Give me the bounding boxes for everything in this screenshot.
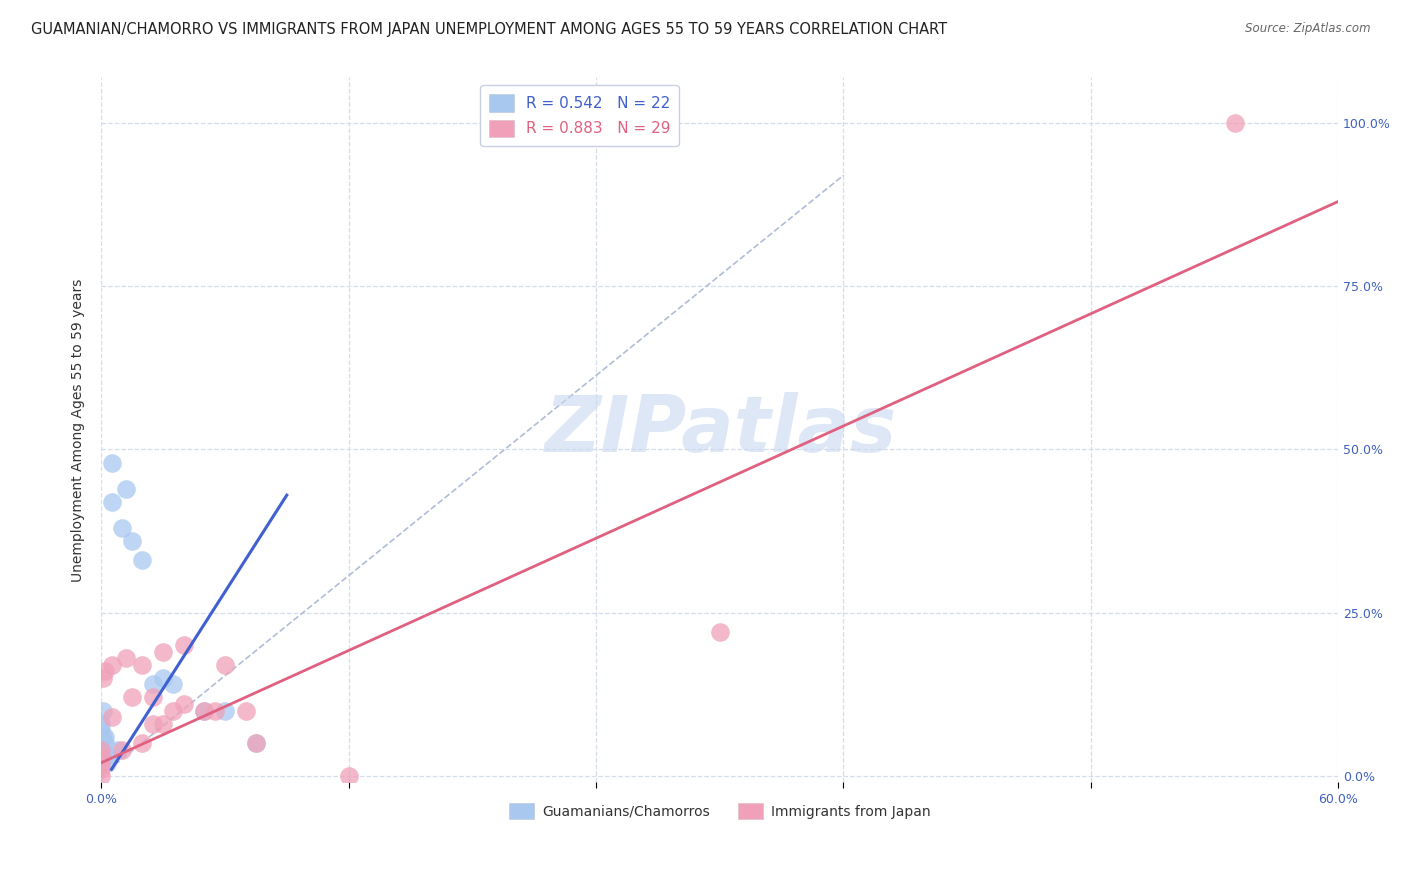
Point — [90, 756, 112, 770]
Point — [90, 723, 112, 738]
Point — [214, 657, 236, 672]
Point — [142, 716, 165, 731]
Point — [152, 671, 174, 685]
Y-axis label: Unemployment Among Ages 55 to 59 years: Unemployment Among Ages 55 to 59 years — [72, 278, 86, 582]
Text: ZIPatlas: ZIPatlas — [544, 392, 896, 468]
Point — [107, 742, 129, 756]
Point — [152, 645, 174, 659]
Point — [131, 553, 153, 567]
Point — [121, 690, 143, 705]
Point — [115, 651, 138, 665]
Point — [204, 704, 226, 718]
Point — [100, 456, 122, 470]
Point — [152, 716, 174, 731]
Point — [90, 716, 112, 731]
Point — [214, 704, 236, 718]
Point — [193, 704, 215, 718]
Point — [337, 769, 360, 783]
Text: GUAMANIAN/CHAMORRO VS IMMIGRANTS FROM JAPAN UNEMPLOYMENT AMONG AGES 55 TO 59 YEA: GUAMANIAN/CHAMORRO VS IMMIGRANTS FROM JA… — [31, 22, 948, 37]
Point — [245, 736, 267, 750]
Point — [111, 521, 134, 535]
Point — [235, 704, 257, 718]
Point — [245, 736, 267, 750]
Point — [121, 533, 143, 548]
Text: Source: ZipAtlas.com: Source: ZipAtlas.com — [1246, 22, 1371, 36]
Point — [162, 704, 184, 718]
Point — [90, 762, 112, 776]
Point — [100, 710, 122, 724]
Point — [90, 769, 112, 783]
Point — [96, 749, 118, 764]
Point — [91, 704, 114, 718]
Point — [96, 756, 118, 770]
Point — [94, 730, 117, 744]
Point — [131, 736, 153, 750]
Point — [131, 657, 153, 672]
Point — [709, 625, 731, 640]
Point — [100, 494, 122, 508]
Point — [115, 482, 138, 496]
Point — [1225, 116, 1247, 130]
Point — [94, 736, 117, 750]
Point — [173, 638, 195, 652]
Point — [142, 690, 165, 705]
Point — [162, 677, 184, 691]
Point — [193, 704, 215, 718]
Point — [111, 742, 134, 756]
Legend: Guamanians/Chamorros, Immigrants from Japan: Guamanians/Chamorros, Immigrants from Ja… — [503, 797, 936, 825]
Point — [90, 749, 112, 764]
Point — [91, 671, 114, 685]
Point — [90, 742, 112, 756]
Point — [173, 697, 195, 711]
Point — [142, 677, 165, 691]
Point — [91, 730, 114, 744]
Point — [100, 657, 122, 672]
Point — [94, 665, 117, 679]
Point — [90, 742, 112, 756]
